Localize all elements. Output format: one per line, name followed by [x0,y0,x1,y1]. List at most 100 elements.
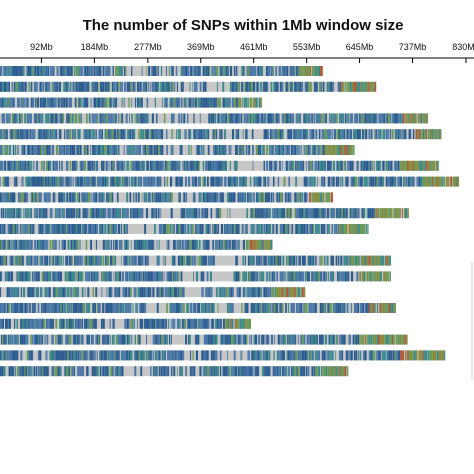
snp-window [356,160,358,171]
snp-window [47,224,49,234]
snp-window [365,129,368,140]
snp-window [337,271,339,282]
snp-window [276,145,278,155]
snp-window [9,224,11,234]
snp-window [205,255,207,266]
snp-window [74,113,77,124]
snp-window [268,350,271,361]
snp-window [213,160,216,171]
snp-window [191,255,194,266]
snp-window [26,160,28,171]
snp-window [111,192,114,203]
snp-window [167,160,169,171]
snp-window [229,176,232,187]
snp-window [116,81,119,92]
snp-window [282,224,286,234]
snp-window [58,145,61,155]
snp-window [233,176,236,187]
snp-window [205,160,208,171]
snp-window [29,271,31,282]
snp-window [221,192,224,203]
snp-window [236,66,238,76]
snp-window [0,66,3,76]
snp-window [320,366,323,377]
snp-window [280,287,282,298]
snp-window [366,334,368,345]
snp-window [141,318,144,329]
snp-window [97,176,99,187]
snp-window [267,66,269,76]
snp-window [92,129,95,140]
snp-window [136,81,139,92]
snp-window [170,192,173,203]
snp-window [76,145,78,155]
snp-window [354,255,355,266]
snp-window [327,366,330,377]
snp-window [413,176,415,187]
snp-window [280,192,283,203]
snp-window [72,287,74,298]
snp-window [138,255,141,266]
snp-window [221,334,224,345]
snp-window [190,224,192,234]
snp-window [388,271,390,282]
snp-window [102,97,104,108]
snp-window [402,334,405,345]
snp-window [92,334,94,345]
snp-window [355,129,357,140]
snp-window [405,176,408,187]
snp-window [21,97,23,108]
snp-window [11,208,14,219]
snp-window [271,145,273,155]
chromosome-bar [0,176,460,187]
snp-window [378,255,381,266]
snp-window [305,176,308,187]
snp-window [168,239,170,250]
snp-window [185,208,187,219]
snp-window [85,255,88,266]
snp-window [106,350,108,361]
snp-window [273,334,275,345]
snp-window [289,145,290,155]
snp-window [118,366,120,377]
snp-window [6,350,9,361]
snp-window [370,255,372,266]
snp-window [153,239,155,250]
snp-window [21,145,24,155]
snp-window [294,287,296,298]
snp-window [115,334,118,345]
snp-window [287,145,290,155]
snp-window [350,129,352,140]
snp-window [352,145,355,155]
snp-window [105,271,108,282]
snp-window [168,334,171,345]
snp-window [26,66,28,76]
snp-window [171,287,173,298]
snp-window [173,366,176,377]
snp-window [86,271,88,282]
snp-window [210,350,213,361]
snp-window [29,208,31,219]
snp-window [67,176,69,187]
snp-window [204,81,207,92]
snp-window [194,208,196,219]
snp-window [40,239,42,250]
snp-window [194,176,198,187]
snp-window [60,176,62,187]
snp-window [70,350,72,361]
snp-window [344,208,346,219]
snp-window [21,334,24,345]
snp-window [4,176,6,187]
snp-window [114,366,117,377]
snp-window [7,66,9,76]
snp-window [370,176,372,187]
snp-window [45,66,47,76]
snp-window [413,113,415,124]
snp-window [105,160,107,171]
snp-window [231,318,234,329]
snp-window [42,145,44,155]
snp-window [41,318,44,329]
snp-window [130,160,133,171]
snp-window [74,192,76,203]
snp-window [52,271,54,282]
